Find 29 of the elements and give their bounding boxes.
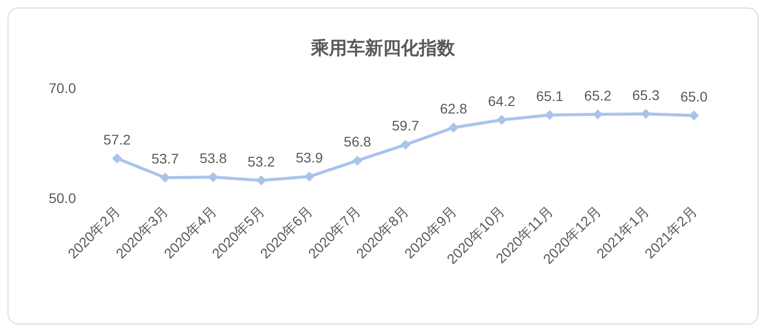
- data-label: 53.7: [151, 150, 179, 167]
- data-label: 53.2: [248, 153, 276, 170]
- data-label: 57.2: [103, 131, 131, 148]
- y-tick-label: 50.0: [48, 190, 76, 206]
- point: [352, 156, 362, 166]
- point: [256, 175, 266, 186]
- data-label: 56.8: [344, 134, 372, 150]
- data-label: 64.2: [488, 92, 516, 109]
- point: [688, 110, 699, 120]
- data-label: 53.9: [296, 150, 324, 166]
- point: [544, 110, 555, 120]
- chart-title: 乘用车新四化指数: [310, 38, 456, 58]
- point: [160, 172, 170, 183]
- data-label: 65.1: [536, 88, 564, 104]
- data-label: 65.0: [680, 88, 708, 104]
- data-label: 59.7: [392, 118, 420, 134]
- y-tick-label: 70.0: [48, 80, 76, 96]
- point: [304, 172, 314, 182]
- data-label: 53.8: [200, 150, 228, 166]
- point: [448, 122, 459, 133]
- point: [112, 153, 122, 164]
- data-label: 65.3: [632, 86, 660, 103]
- point: [208, 172, 218, 182]
- point: [400, 140, 410, 150]
- point: [640, 108, 651, 119]
- point: [496, 114, 507, 125]
- point: [592, 109, 603, 120]
- data-label: 65.2: [584, 87, 612, 104]
- data-label: 62.8: [440, 100, 468, 117]
